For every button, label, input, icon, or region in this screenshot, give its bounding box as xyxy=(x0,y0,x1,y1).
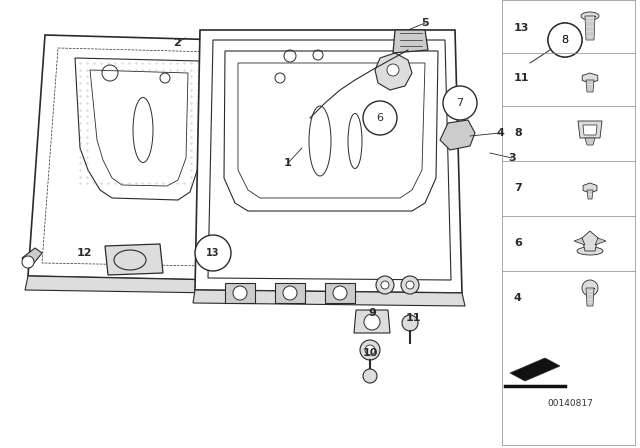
Circle shape xyxy=(387,64,399,76)
Circle shape xyxy=(22,256,34,268)
Circle shape xyxy=(548,23,582,57)
Text: 13: 13 xyxy=(514,23,529,33)
Polygon shape xyxy=(354,310,390,333)
Text: 5: 5 xyxy=(421,18,429,28)
Text: 8: 8 xyxy=(561,35,568,45)
Polygon shape xyxy=(583,125,597,135)
Polygon shape xyxy=(105,244,163,275)
Circle shape xyxy=(548,23,582,57)
Text: 9: 9 xyxy=(368,308,376,318)
Polygon shape xyxy=(587,190,593,199)
Text: 6: 6 xyxy=(514,238,522,248)
Text: 8: 8 xyxy=(514,128,522,138)
Circle shape xyxy=(364,314,380,330)
Polygon shape xyxy=(585,16,595,40)
Polygon shape xyxy=(586,80,594,92)
Polygon shape xyxy=(393,30,428,53)
Circle shape xyxy=(381,281,389,289)
Text: 10: 10 xyxy=(362,348,378,358)
Polygon shape xyxy=(582,73,598,83)
Text: 7: 7 xyxy=(456,98,463,108)
Text: 6: 6 xyxy=(376,113,383,123)
Circle shape xyxy=(406,281,414,289)
Circle shape xyxy=(283,286,297,300)
Circle shape xyxy=(365,345,375,355)
Polygon shape xyxy=(22,248,42,268)
Text: 4: 4 xyxy=(496,128,504,138)
Text: 3: 3 xyxy=(508,153,516,163)
Ellipse shape xyxy=(581,12,599,20)
Text: 13: 13 xyxy=(206,248,220,258)
Text: 1: 1 xyxy=(284,158,292,168)
Polygon shape xyxy=(595,238,606,245)
Circle shape xyxy=(363,101,397,135)
Circle shape xyxy=(333,286,347,300)
Circle shape xyxy=(402,315,418,331)
Text: 7: 7 xyxy=(514,183,522,193)
Circle shape xyxy=(360,340,380,360)
Polygon shape xyxy=(28,35,225,280)
Circle shape xyxy=(195,235,231,271)
Polygon shape xyxy=(25,276,218,293)
Text: 00140817: 00140817 xyxy=(547,399,593,408)
Text: 8: 8 xyxy=(561,35,568,45)
Text: 12: 12 xyxy=(76,248,92,258)
Circle shape xyxy=(401,276,419,294)
Text: 4: 4 xyxy=(514,293,522,303)
Circle shape xyxy=(582,280,598,296)
Polygon shape xyxy=(578,121,602,138)
Polygon shape xyxy=(375,53,412,90)
Polygon shape xyxy=(275,283,305,303)
Polygon shape xyxy=(193,290,465,306)
Polygon shape xyxy=(574,238,585,245)
Polygon shape xyxy=(585,138,595,145)
Circle shape xyxy=(443,86,477,120)
Ellipse shape xyxy=(577,247,603,255)
Polygon shape xyxy=(225,283,255,303)
Polygon shape xyxy=(510,358,560,381)
Text: 2: 2 xyxy=(173,38,181,48)
Polygon shape xyxy=(325,283,355,303)
Polygon shape xyxy=(582,231,598,251)
Polygon shape xyxy=(440,120,475,150)
Circle shape xyxy=(376,276,394,294)
Polygon shape xyxy=(583,183,597,193)
Polygon shape xyxy=(586,288,594,306)
Circle shape xyxy=(233,286,247,300)
Text: 11: 11 xyxy=(405,313,420,323)
Circle shape xyxy=(363,369,377,383)
Polygon shape xyxy=(195,30,462,293)
Text: 11: 11 xyxy=(514,73,529,83)
